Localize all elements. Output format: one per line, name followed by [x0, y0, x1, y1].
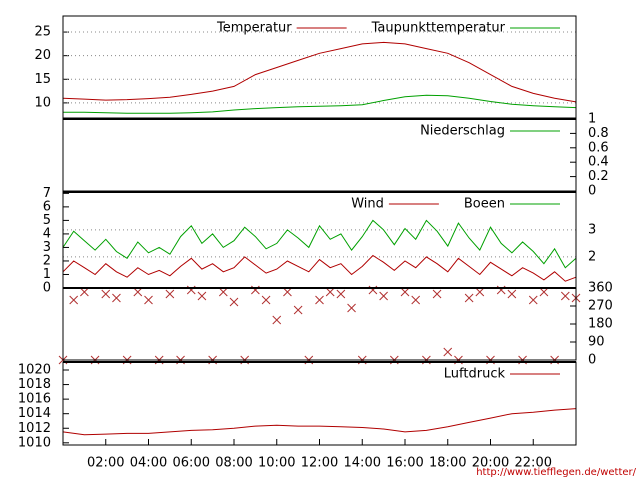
y-tick-label: 5 [43, 213, 51, 228]
direction-marker [475, 287, 485, 297]
y-tick-label: 7 [43, 186, 51, 201]
legend-label: Temperatur [216, 21, 292, 36]
x-tick-label: 18:00 [429, 456, 466, 471]
x-tick-label: 20:00 [472, 456, 509, 471]
legend-label: Taupunkttemperatur [371, 21, 506, 36]
y-tick-label: 3 [43, 240, 51, 255]
x-tick-label: 10:00 [258, 456, 295, 471]
y-tick-label: 1012 [18, 421, 51, 436]
direction-marker [101, 289, 111, 299]
direction-marker [261, 295, 271, 305]
direction-marker [432, 289, 442, 299]
direction-marker [112, 293, 121, 303]
y-tick-label: 15 [34, 72, 51, 87]
direction-marker [218, 287, 228, 297]
direction-marker [443, 347, 453, 357]
direction-marker [400, 287, 410, 297]
direction-marker [293, 305, 303, 315]
direction-marker [80, 287, 89, 297]
direction-marker [133, 287, 143, 297]
direction-marker [507, 289, 517, 299]
y-tick-label: 0 [43, 281, 51, 296]
y-tick-label: 1020 [18, 363, 51, 378]
y-tick-label: 360 [588, 281, 613, 296]
y-tick-label: 0.6 [588, 140, 609, 155]
legend-label: Luftdruck [444, 367, 506, 382]
y2-tick-label: 2 [588, 249, 596, 264]
direction-marker [165, 289, 175, 299]
x-tick-label: 02:00 [87, 456, 124, 471]
y-tick-label: 1014 [18, 406, 51, 421]
y-tick-label: 90 [588, 335, 605, 350]
y-tick-label: 0 [588, 353, 596, 368]
legend-label: Boeen [464, 197, 505, 212]
y-tick-label: 4 [43, 226, 51, 241]
data-line [62, 41, 577, 103]
y-tick-label: 6 [43, 199, 51, 214]
direction-marker [560, 291, 570, 301]
direction-marker [411, 295, 421, 305]
direction-marker [347, 303, 356, 313]
footer-link: http://www.tiefflegen.de/wetter/ [476, 467, 636, 478]
y-tick-label: 180 [588, 317, 613, 332]
y-tick-label: 10 [34, 95, 51, 110]
y-tick-label: 1016 [18, 392, 51, 407]
data-line [62, 408, 577, 436]
direction-marker [528, 295, 538, 305]
direction-marker [272, 315, 282, 325]
direction-marker [464, 293, 474, 303]
direction-marker [144, 295, 153, 305]
y-tick-label: 0 [588, 184, 596, 199]
y-tick-label: 2 [43, 253, 51, 268]
direction-marker [379, 291, 388, 301]
x-tick-label: 22:00 [515, 456, 552, 471]
x-tick-label: 14:00 [344, 456, 381, 471]
y-tick-label: 20 [34, 48, 51, 63]
direction-marker [325, 287, 335, 297]
y-tick-label: 1018 [18, 377, 51, 392]
y-tick-label: 1 [43, 267, 51, 282]
y-tick-label: 0.2 [588, 169, 609, 184]
data-line [62, 254, 577, 282]
x-tick-label: 12:00 [301, 456, 338, 471]
data-line [63, 94, 577, 114]
y-tick-label: 0.4 [588, 155, 609, 170]
direction-marker [336, 289, 346, 299]
y-tick-label: 1 [588, 112, 596, 127]
legend-label: Niederschlag [420, 124, 505, 139]
direction-marker [315, 295, 324, 305]
direction-marker [539, 287, 549, 297]
direction-marker [283, 287, 292, 297]
y-tick-label: 1010 [18, 435, 51, 450]
y-tick-label: 270 [588, 299, 613, 314]
x-tick-label: 08:00 [215, 456, 252, 471]
direction-marker [229, 297, 239, 307]
y2-tick-label: 3 [588, 222, 596, 237]
direction-marker [197, 291, 207, 301]
direction-marker [69, 295, 79, 305]
x-tick-label: 06:00 [173, 456, 210, 471]
x-tick-label: 04:00 [130, 456, 167, 471]
y-tick-label: 0.8 [588, 126, 609, 141]
x-tick-label: 16:00 [386, 456, 423, 471]
legend-label: Wind [351, 197, 384, 212]
y-tick-label: 25 [34, 25, 51, 40]
data-line [62, 219, 577, 269]
